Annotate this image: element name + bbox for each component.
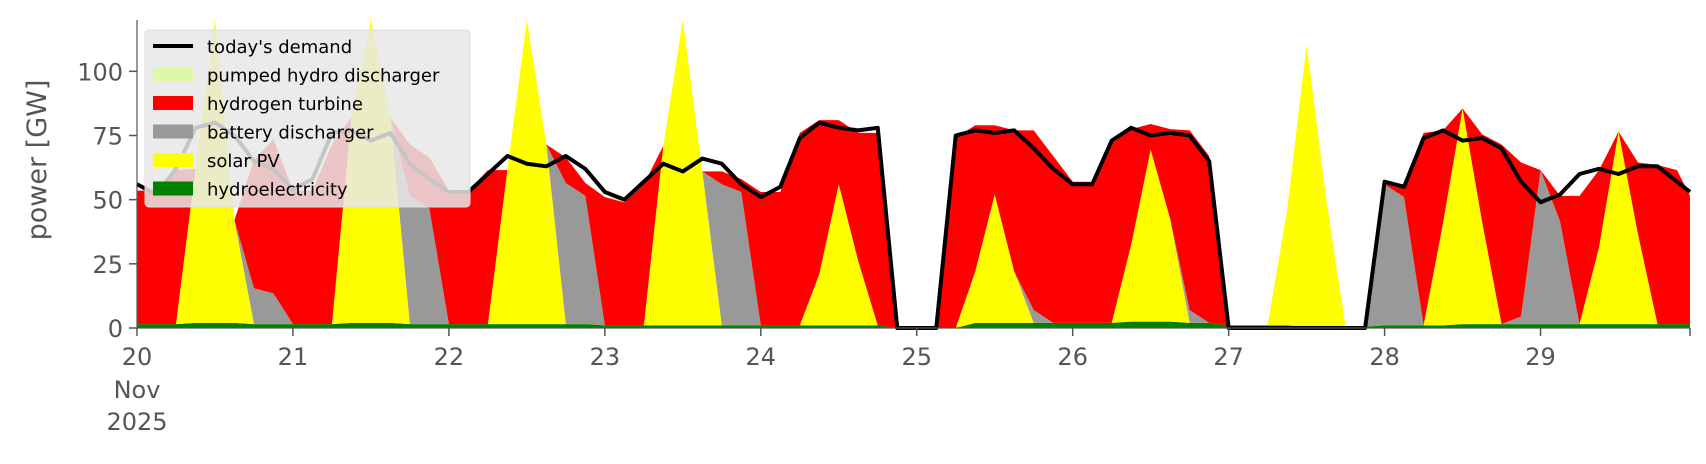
- x-tick-sublabel: Nov: [114, 376, 161, 404]
- x-tick-label: 25: [901, 343, 932, 371]
- legend-box: [144, 29, 471, 208]
- legend-label: pumped hydro discharger: [207, 66, 440, 87]
- legend-item-solar-pv: solar PV: [153, 151, 280, 172]
- legend-item-hydrogen-turbine: hydrogen turbine: [153, 94, 363, 115]
- x-tick-label: 24: [746, 343, 777, 371]
- x-tick-label: 28: [1369, 343, 1400, 371]
- legend-swatch: [153, 181, 193, 196]
- x-tick-sublabel: 2025: [106, 408, 167, 436]
- y-tick-label: 0: [108, 315, 123, 343]
- axes: 0 25 50 75 100 20 21 22 23 24 25 26 27 28 29 Nov 2025: [77, 20, 1691, 436]
- x-tick-label: 21: [278, 343, 309, 371]
- x-tick-label: 27: [1213, 343, 1244, 371]
- legend-label: hydrogen turbine: [207, 94, 363, 115]
- legend: today's demand pumped hydro discharger hyd…: [144, 29, 471, 208]
- legend-swatch: [153, 96, 193, 110]
- legend-item-battery-discharger: battery discharger: [153, 123, 374, 144]
- legend-item-today-s-demand: today's demand: [153, 37, 352, 58]
- y-tick-label: 25: [92, 251, 123, 279]
- x-tick-label: 26: [1057, 343, 1088, 371]
- legend-label: battery discharger: [207, 123, 374, 144]
- x-tick-label: 20: [122, 343, 153, 371]
- y-tick-label: 100: [77, 58, 123, 86]
- legend-label: today's demand: [207, 37, 352, 58]
- x-tick-label: 22: [434, 343, 465, 371]
- x-tick-label: 29: [1525, 343, 1556, 371]
- y-tick-label: 50: [92, 187, 123, 215]
- y-axis-label: power [GW]: [22, 80, 53, 241]
- legend-swatch: [153, 67, 193, 82]
- area-battery-discharger: [137, 20, 1690, 328]
- area-solar-pv: [137, 20, 1690, 328]
- x-tick-label: 23: [590, 343, 621, 371]
- y-tick-label: 75: [92, 123, 123, 151]
- legend-label: hydroelectricity: [207, 180, 348, 201]
- legend-label: solar PV: [207, 151, 280, 172]
- legend-swatch: [153, 124, 193, 139]
- legend-item-pumped-hydro-discharger: pumped hydro discharger: [153, 66, 440, 87]
- area-hydrogen-turbine: [137, 20, 1690, 328]
- legend-swatch: [153, 153, 193, 167]
- legend-item-hydroelectricity: hydroelectricity: [153, 180, 348, 201]
